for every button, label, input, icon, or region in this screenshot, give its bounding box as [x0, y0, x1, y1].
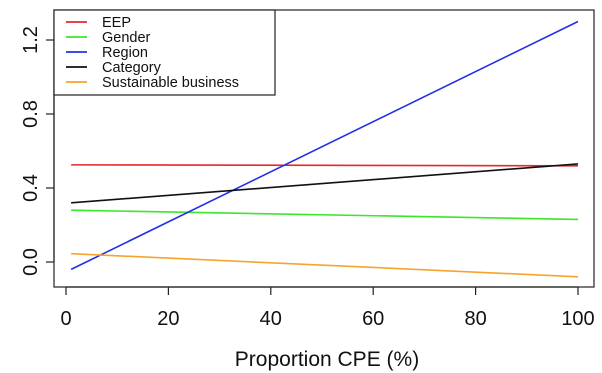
y-tick-label: 1.2 — [20, 26, 42, 54]
legend-box — [53, 9, 276, 96]
legend-label-0: EEP — [102, 15, 131, 31]
series-line-1 — [71, 209, 579, 221]
series-line-4 — [71, 252, 579, 278]
x-tick-label: 80 — [464, 308, 486, 330]
y-tick-label: 0.8 — [20, 100, 42, 128]
series-line-2 — [70, 20, 579, 271]
legend-label-4: Sustainable business — [102, 75, 239, 91]
x-axis-title: Proportion CPE (%) — [235, 348, 419, 371]
series-lines — [70, 20, 579, 278]
x-tick-label: 0 — [60, 308, 71, 330]
x-tick-label: 20 — [157, 308, 179, 330]
y-axis: 0.0 0.4 0.8 1.2 — [20, 26, 55, 276]
x-axis: 0 20 40 60 80 100 — [60, 286, 595, 330]
x-tick-label: 100 — [561, 308, 594, 330]
x-tick-label: 60 — [362, 308, 384, 330]
legend-label-3: Category — [102, 60, 162, 76]
series-line-3 — [71, 163, 579, 204]
y-tick-label: 0.4 — [20, 174, 42, 202]
legend-label-2: Region — [102, 45, 148, 61]
legend-label-1: Gender — [102, 30, 151, 46]
x-tick-label: 40 — [260, 308, 282, 330]
y-tick-label: 0.0 — [20, 248, 42, 276]
series-line-0 — [71, 164, 579, 167]
